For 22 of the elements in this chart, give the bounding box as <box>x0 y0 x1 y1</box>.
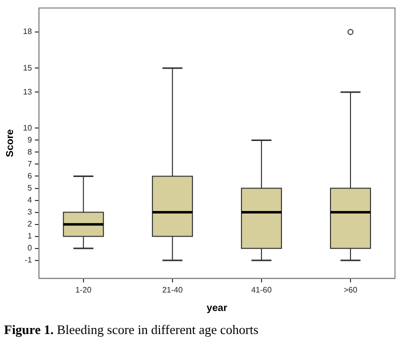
y-tick-label: 18 <box>22 27 32 36</box>
y-tick-label: 6 <box>27 171 32 180</box>
y-tick-label: 2 <box>27 220 32 229</box>
y-tick-label: 1 <box>27 232 32 241</box>
y-axis-title: Score <box>4 128 16 158</box>
x-tick-label: 21-40 <box>162 285 184 294</box>
y-tick-label: 10 <box>22 123 32 132</box>
y-tick-label: 8 <box>27 147 32 156</box>
x-axis-title: year <box>206 302 228 314</box>
y-tick-label: 5 <box>27 183 32 192</box>
x-tick-label: 1-20 <box>75 285 92 294</box>
y-tick-label: 9 <box>27 135 32 144</box>
y-tick-label: 7 <box>27 159 32 168</box>
x-tick-label: >60 <box>344 285 358 294</box>
y-tick-label: -1 <box>24 256 32 265</box>
y-tick-label: 0 <box>27 244 32 253</box>
caption: Figure 1. Bleeding score in different age cohorts <box>3 321 260 338</box>
y-tick-label: 3 <box>27 208 32 217</box>
x-tick-label: 41-60 <box>251 285 272 294</box>
y-tick-label: 13 <box>22 87 32 96</box>
y-tick-label: 15 <box>22 63 32 72</box>
y-tick-label: 4 <box>27 195 32 204</box>
